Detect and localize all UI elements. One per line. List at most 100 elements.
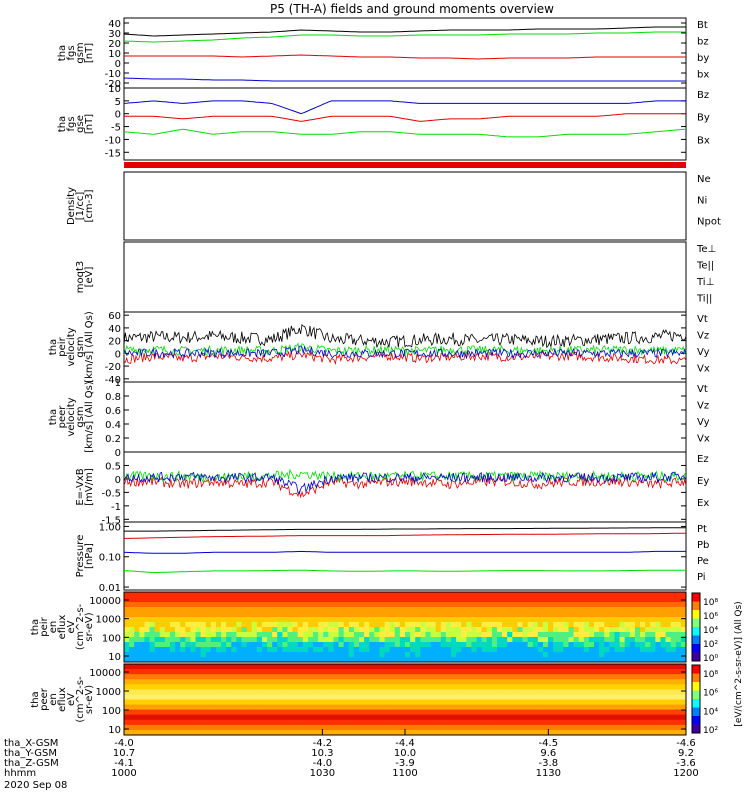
heatmap-cell bbox=[159, 597, 166, 603]
heatmap-cell bbox=[594, 642, 600, 648]
heatmap-cell bbox=[180, 679, 186, 685]
heatmap-cell bbox=[343, 729, 350, 736]
heatmap-cell bbox=[359, 642, 365, 648]
heatmap-cell bbox=[629, 704, 636, 711]
heatmap-cell bbox=[343, 674, 350, 680]
heatmap-cell bbox=[292, 689, 299, 695]
heatmap-cell bbox=[415, 657, 421, 663]
heatmap-cell bbox=[486, 597, 493, 603]
heatmap-cell bbox=[175, 612, 181, 618]
heatmap-cell bbox=[614, 612, 621, 618]
heatmap-cell bbox=[272, 709, 278, 716]
heatmap-cell bbox=[594, 689, 600, 695]
heatmap-cell bbox=[466, 714, 472, 721]
heatmap-cell bbox=[169, 684, 176, 690]
heatmap-cell bbox=[491, 709, 498, 716]
heatmap-cell bbox=[236, 724, 243, 731]
heatmap-cell bbox=[154, 592, 161, 598]
heatmap-cell bbox=[629, 719, 636, 726]
heatmap-cell bbox=[374, 627, 380, 633]
heatmap-cell bbox=[486, 679, 493, 685]
heatmap-cell bbox=[328, 664, 334, 670]
heatmap-cell bbox=[200, 617, 207, 623]
heatmap-cell bbox=[415, 709, 421, 716]
heatmap-cell bbox=[430, 607, 437, 613]
heatmap-cell bbox=[619, 657, 626, 663]
y-axis-label: fgs bbox=[66, 45, 77, 60]
heatmap-cell bbox=[415, 724, 421, 731]
heatmap-cell bbox=[527, 699, 534, 706]
heatmap-cell bbox=[129, 694, 135, 700]
heatmap-cell bbox=[144, 642, 151, 648]
heatmap-cell bbox=[190, 699, 197, 706]
y-tick-label: 10 bbox=[108, 725, 121, 736]
heatmap-cell bbox=[486, 669, 493, 675]
heatmap-cell bbox=[389, 602, 396, 608]
heatmap-cell bbox=[318, 679, 324, 685]
heatmap-cell bbox=[313, 729, 319, 736]
heatmap-cell bbox=[573, 602, 580, 608]
heatmap-cell bbox=[430, 627, 437, 633]
heatmap-cell bbox=[629, 669, 636, 675]
heatmap-cell bbox=[583, 674, 590, 680]
heatmap-cell bbox=[405, 719, 411, 726]
heatmap-cell bbox=[614, 657, 621, 663]
heatmap-cell bbox=[195, 714, 202, 721]
heatmap-cell bbox=[287, 627, 294, 633]
heatmap-cell bbox=[134, 714, 140, 721]
heatmap-cell bbox=[175, 642, 181, 648]
heatmap-cell bbox=[246, 694, 253, 700]
heatmap-cell bbox=[675, 607, 682, 613]
heatmap-cell bbox=[542, 729, 549, 736]
heatmap-cell bbox=[481, 612, 488, 618]
heatmap-cell bbox=[517, 674, 524, 680]
heatmap-cell bbox=[221, 657, 227, 663]
heatmap-cell bbox=[624, 652, 631, 658]
heatmap-cell bbox=[665, 704, 672, 711]
heatmap-cell bbox=[236, 704, 243, 711]
heatmap-cell bbox=[435, 612, 442, 618]
heatmap-cell bbox=[277, 657, 283, 663]
heatmap-cell bbox=[450, 637, 457, 643]
heatmap-cell bbox=[307, 642, 314, 648]
heatmap-cell bbox=[645, 714, 651, 721]
heatmap-cell bbox=[675, 632, 682, 638]
heatmap-cell bbox=[302, 607, 309, 613]
heatmap-cell bbox=[486, 637, 493, 643]
heatmap-cell bbox=[318, 704, 324, 711]
heatmap-cell bbox=[420, 602, 426, 608]
heatmap-cell bbox=[164, 664, 171, 670]
colorbar-segment bbox=[692, 644, 700, 653]
heatmap-cell bbox=[456, 674, 462, 680]
y-axis-label: [1/cc] bbox=[75, 192, 86, 221]
series-line-Pb bbox=[123, 532, 686, 539]
heatmap-cell bbox=[399, 699, 406, 706]
heatmap-cell bbox=[124, 627, 130, 633]
heatmap-cell bbox=[272, 602, 278, 608]
heatmap-cell bbox=[496, 602, 503, 608]
heatmap-cell bbox=[507, 647, 513, 653]
heatmap-cell bbox=[353, 679, 360, 685]
heatmap-cell bbox=[445, 592, 452, 598]
heatmap-cell bbox=[287, 607, 294, 613]
heatmap-cell bbox=[435, 664, 442, 670]
heatmap-cell bbox=[599, 719, 605, 726]
heatmap-cell bbox=[169, 729, 176, 736]
heatmap-cell bbox=[548, 689, 554, 695]
heatmap-cell bbox=[226, 694, 232, 700]
heatmap-cell bbox=[609, 637, 615, 643]
heatmap-cell bbox=[313, 657, 319, 663]
heatmap-cell bbox=[542, 709, 549, 716]
heatmap-cell bbox=[471, 709, 478, 716]
heatmap-cell bbox=[134, 664, 140, 670]
heatmap-cell bbox=[124, 714, 130, 721]
heatmap-cell bbox=[144, 637, 151, 643]
heatmap-cell bbox=[619, 679, 626, 685]
y-axis-label: peer bbox=[39, 687, 50, 711]
heatmap-cell bbox=[456, 679, 462, 685]
heatmap-cell bbox=[512, 699, 518, 706]
heatmap-cell bbox=[210, 612, 217, 618]
heatmap-cell bbox=[267, 612, 273, 618]
heatmap-cell bbox=[481, 607, 488, 613]
heatmap-cell bbox=[205, 674, 212, 680]
